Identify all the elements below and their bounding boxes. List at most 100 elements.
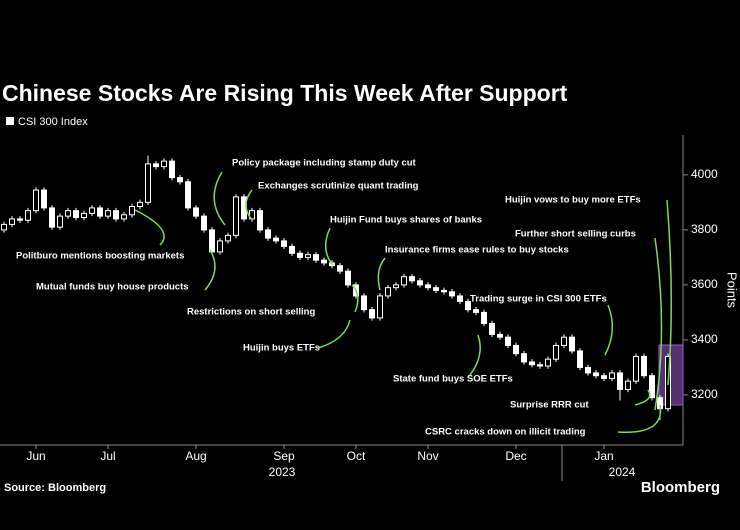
candle-body [473, 309, 479, 313]
annotation: Further short selling curbs [515, 229, 636, 240]
annotation-curve [634, 389, 651, 406]
annotation: State fund buys SOE ETFs [393, 374, 513, 385]
x-tick-label: Nov [417, 449, 438, 463]
candle-body [65, 210, 71, 217]
candle-body [193, 207, 199, 217]
candle-body [433, 287, 439, 291]
candle-body [233, 196, 239, 236]
annotation-curve [617, 404, 662, 434]
candle-body [593, 372, 599, 377]
candle-body [33, 189, 39, 212]
candle-body [441, 289, 447, 293]
candle-body [137, 201, 143, 208]
candle-body [185, 181, 191, 209]
x-tick-label: Jun [26, 449, 45, 463]
source: Source: Bloomberg [4, 482, 106, 494]
x-tick-label: Dec [505, 449, 526, 463]
brand: Bloomberg [641, 479, 720, 496]
candle-body [393, 284, 399, 289]
candle-body [121, 214, 127, 220]
candle-body [97, 207, 103, 217]
candle-body [345, 270, 351, 286]
candle-body [209, 229, 215, 253]
candle-body [601, 375, 607, 379]
y-tick-label: 3600 [691, 277, 718, 291]
annotation-curve [204, 249, 216, 291]
candle-body [105, 210, 111, 217]
candle-body [169, 160, 175, 179]
candle-body [457, 295, 463, 302]
candle-body [257, 210, 263, 231]
candle-body [481, 311, 487, 324]
candle-body [537, 364, 543, 367]
y-tick-label: 4000 [691, 167, 718, 181]
annotation: Huijin Fund buys shares of banks [330, 215, 482, 226]
candle-body [369, 309, 375, 319]
annotation-curve [604, 304, 614, 356]
candle-body [377, 295, 383, 319]
candle-body [577, 350, 583, 368]
annotation-curve [213, 171, 226, 226]
annotation: Insurance firms ease rules to buy stocks [385, 245, 569, 256]
annotation-curve [245, 189, 253, 221]
annotation: Restrictions on short selling [187, 307, 315, 318]
annotation-curve [377, 257, 386, 291]
annotation-curve [654, 237, 663, 411]
candle-body [177, 177, 183, 183]
annotation: Mutual funds buy house products [36, 282, 189, 293]
candle-body [153, 163, 159, 168]
candle-body [129, 206, 135, 216]
candle-body [489, 322, 495, 335]
candle-body [449, 291, 455, 297]
candle-body [505, 336, 511, 346]
x-tick-label: Sep [273, 449, 295, 463]
y-tick-label: 3400 [691, 332, 718, 346]
candle-body [57, 215, 63, 228]
candle-body [313, 254, 319, 261]
candle-body [297, 252, 303, 258]
legend-label: CSI 300 Index [18, 116, 88, 128]
candle-body [273, 237, 279, 242]
candle-body [41, 189, 47, 209]
candle-body [113, 210, 119, 220]
candle-body [289, 245, 295, 254]
legend-swatch [6, 117, 14, 125]
y-axis-label: Points [725, 272, 740, 309]
year-label: 2024 [609, 465, 636, 479]
annotation: Huijin buys ETFs [243, 343, 320, 354]
candle-body [201, 215, 207, 231]
candle-body [161, 160, 167, 168]
candle-body [81, 212, 87, 219]
annotation-curve [134, 209, 165, 246]
x-tick-label: Jan [594, 449, 613, 463]
candle-body [649, 375, 655, 399]
candle-body [337, 265, 343, 272]
candle-body [425, 284, 431, 289]
candle-body [609, 372, 615, 379]
candle-body [569, 336, 575, 352]
candle-body [321, 259, 327, 264]
x-tick-label: Oct [347, 449, 366, 463]
candle-body [89, 207, 95, 214]
candle-body [225, 234, 231, 242]
y-tick-label: 3800 [691, 222, 718, 236]
candle-body [617, 372, 623, 390]
candle-body [145, 163, 151, 203]
annotation: Surprise RRR cut [510, 400, 589, 411]
candle-body [305, 254, 311, 258]
candle-body [561, 336, 567, 346]
candle-body [417, 280, 423, 286]
annotation-curve [317, 319, 351, 349]
candle-body [585, 366, 591, 374]
candle-body [265, 229, 271, 239]
candle-body [73, 210, 79, 219]
candle-body [513, 344, 519, 355]
annotation: Policy package including stamp duty cut [232, 158, 417, 169]
candle-body [217, 240, 223, 253]
candle-body [633, 355, 639, 382]
year-label: 2023 [269, 465, 296, 479]
candle-body [281, 240, 287, 247]
annotation-curve [324, 227, 334, 266]
annotation-curve [351, 284, 359, 313]
annotation-curve [469, 334, 481, 376]
